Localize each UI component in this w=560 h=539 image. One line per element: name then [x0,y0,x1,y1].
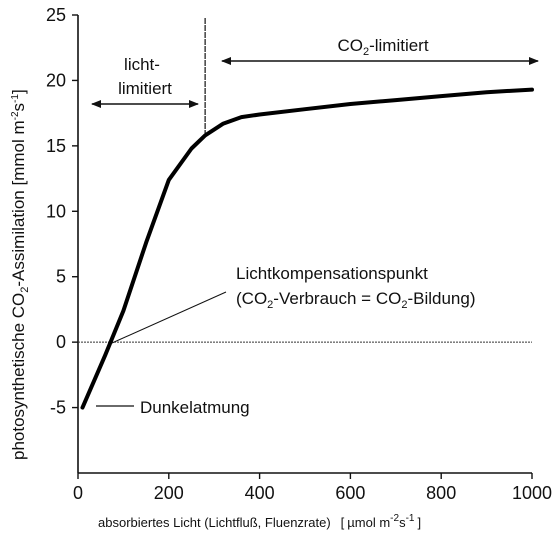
x-tick-label: 0 [73,483,83,503]
compensation-close: -Bildung) [407,289,475,308]
light-limited-label-line1: licht- [124,55,160,74]
y-tick-label: -5 [50,398,66,418]
x-tick-label: 200 [154,483,184,503]
y-tick-label: 10 [46,201,66,221]
y-tick-label: 5 [56,267,66,287]
y-axis-label-exp1: -2 [10,111,21,120]
light-limited-label-line2: limitiert [118,79,172,98]
y-axis-label: photosynthetische CO2-Assimilation [mmol… [9,89,31,460]
dark-respiration-label: Dunkelatmung [140,398,250,417]
x-tick-label: 400 [245,483,275,503]
x-axis-ticks: 0 200 400 600 800 1000 [73,473,552,503]
y-axis-label-exp2: -1 [10,94,21,103]
x-tick-label: 800 [426,483,456,503]
x-axis-unit-mu: µmol m [347,515,390,530]
y-tick-label: 0 [56,332,66,352]
y-axis-label-sub: 2 [19,287,31,293]
x-axis-unit-exp2: -1 [406,513,415,524]
co2-limited-prefix: CO [337,36,363,55]
x-tick-label: 600 [335,483,365,503]
compensation-point-subtitle: (CO2-Verbrauch = CO2-Bildung) [236,289,476,311]
y-axis-label-s: s [9,103,28,112]
y-axis-ticks: -5 0 5 10 15 20 25 [46,5,78,418]
y-axis-label-suffix: ] [9,89,28,94]
x-axis-label-text: absorbiertes Licht (Lichtfluß, Fluenzrat… [98,515,331,530]
compensation-sub2: 2 [401,299,407,311]
x-axis-unit-s: s [399,515,406,530]
x-tick-label: 1000 [512,483,552,503]
compensation-point-title: Lichtkompensationspunkt [236,264,428,283]
y-axis-label-main: photosynthetische CO [9,293,28,460]
x-axis-label: absorbiertes Licht (Lichtfluß, Fluenzrat… [98,513,421,530]
y-tick-label: 15 [46,136,66,156]
compensation-leader-line [111,291,227,344]
compensation-mid: -Verbrauch = CO [273,289,401,308]
y-axis-label-rest: -Assimilation [mmol m [9,120,28,286]
x-axis-unit-suffix: ] [417,515,421,530]
y-tick-label: 25 [46,5,66,25]
co2-limited-label: CO2-limitiert [337,36,428,58]
compensation-open: (CO [236,289,267,308]
y-tick-label: 20 [46,70,66,90]
co2-limited-rest: -limitiert [369,36,429,55]
x-axis-unit-prefix: [ [341,515,345,530]
assimilation-curve [80,87,534,410]
compensation-sub1: 2 [267,299,273,311]
co2-limited-sub: 2 [363,46,369,58]
x-axis-unit-exp1: -2 [390,513,399,524]
